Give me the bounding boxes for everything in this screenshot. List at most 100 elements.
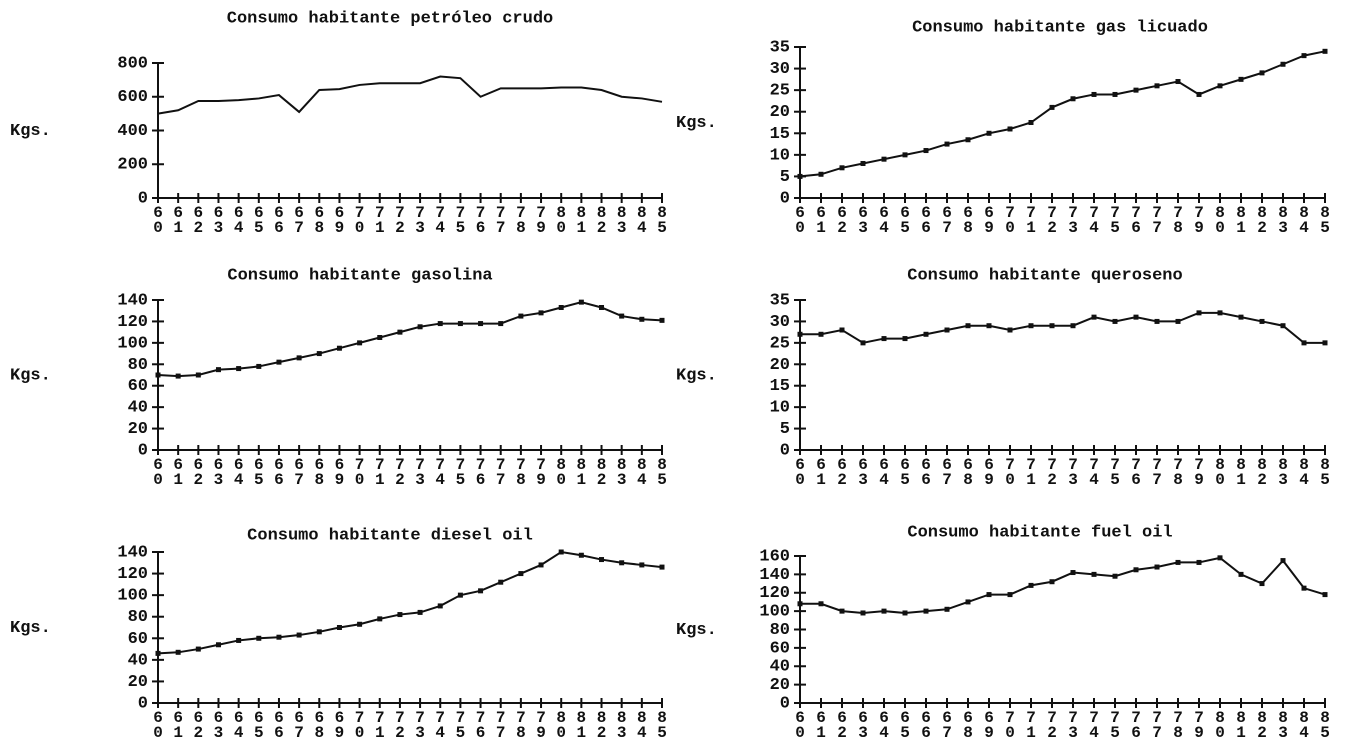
data-point bbox=[1049, 579, 1055, 585]
data-point bbox=[619, 313, 625, 319]
data-point bbox=[1070, 570, 1076, 576]
data-line bbox=[800, 311, 1325, 344]
x-tick-label: 63 bbox=[854, 204, 872, 234]
x-tick-label: 85 bbox=[653, 204, 671, 234]
data-point bbox=[478, 321, 484, 327]
y-tick-label: 20 bbox=[770, 356, 790, 375]
x-tick-label: 81 bbox=[1232, 456, 1250, 486]
x-tick-label: 80 bbox=[552, 204, 570, 234]
x-tick-label: 80 bbox=[552, 709, 570, 739]
data-point bbox=[839, 165, 845, 171]
data-point bbox=[1322, 340, 1328, 346]
x-tick-label: 70 bbox=[1001, 456, 1019, 486]
data-point bbox=[818, 171, 824, 177]
y-tick-label: 5 bbox=[780, 420, 790, 439]
data-point bbox=[1280, 558, 1286, 564]
x-tick-label: 75 bbox=[1106, 709, 1124, 739]
x-tick-label: 76 bbox=[472, 204, 490, 234]
x-tick-label: 82 bbox=[1253, 709, 1271, 739]
data-point bbox=[797, 331, 803, 337]
x-tick-label: 66 bbox=[917, 456, 935, 486]
data-point bbox=[195, 646, 201, 652]
data-point bbox=[236, 637, 242, 643]
y-tick-label: 35 bbox=[770, 38, 790, 57]
y-axis-label: Kgs. bbox=[10, 122, 51, 141]
data-point bbox=[1028, 120, 1034, 125]
y-axis-label: Kgs. bbox=[10, 366, 51, 385]
data-point bbox=[558, 305, 564, 310]
x-tick-label: 68 bbox=[959, 456, 977, 486]
data-point bbox=[1028, 323, 1034, 329]
data-point bbox=[155, 372, 161, 378]
chart-title: Consumo habitante gas licuado bbox=[912, 18, 1208, 37]
x-tick-label: 75 bbox=[451, 709, 469, 739]
x-tick-label: 61 bbox=[169, 709, 187, 739]
data-point bbox=[1007, 327, 1013, 333]
data-point bbox=[818, 331, 824, 337]
x-tick-label: 85 bbox=[1316, 709, 1334, 739]
data-point bbox=[498, 321, 504, 327]
data-point bbox=[944, 141, 950, 147]
data-point bbox=[1238, 314, 1244, 320]
data-point bbox=[215, 642, 221, 648]
data-point bbox=[1133, 567, 1139, 573]
x-tick-label: 73 bbox=[1064, 709, 1082, 739]
y-tick-label: 35 bbox=[770, 291, 790, 310]
y-tick-label: 140 bbox=[117, 543, 148, 562]
x-tick-label: 72 bbox=[1043, 709, 1061, 739]
data-point bbox=[276, 634, 282, 640]
y-tick-label: 40 bbox=[128, 651, 148, 670]
x-tick-label: 71 bbox=[1022, 709, 1040, 739]
y-tick-label: 80 bbox=[128, 356, 148, 375]
data-point bbox=[639, 562, 645, 568]
data-point bbox=[965, 323, 971, 329]
y-axis-label: Kgs. bbox=[676, 114, 717, 133]
x-tick-label: 72 bbox=[1043, 456, 1061, 486]
data-point bbox=[1154, 564, 1160, 570]
x-tick-label: 62 bbox=[189, 709, 207, 739]
x-tick-label: 72 bbox=[1043, 204, 1061, 234]
data-point bbox=[1259, 581, 1265, 587]
x-tick-label: 75 bbox=[1106, 204, 1124, 234]
data-point bbox=[1028, 582, 1034, 588]
x-tick-label: 83 bbox=[1274, 456, 1292, 486]
y-tick-label: 120 bbox=[117, 313, 148, 332]
x-tick-label: 72 bbox=[391, 456, 409, 486]
data-point bbox=[397, 612, 403, 618]
x-tick-label: 72 bbox=[391, 204, 409, 234]
y-tick-label: 20 bbox=[128, 673, 148, 692]
data-point bbox=[923, 331, 929, 337]
x-tick-label: 76 bbox=[472, 709, 490, 739]
data-point bbox=[1133, 87, 1139, 93]
x-tick-label: 64 bbox=[230, 204, 248, 234]
x-tick-label: 65 bbox=[896, 456, 914, 486]
x-tick-label: 70 bbox=[351, 456, 369, 486]
data-point bbox=[1301, 340, 1307, 346]
x-tick-label: 82 bbox=[593, 204, 611, 234]
data-point bbox=[1196, 559, 1202, 565]
x-tick-label: 68 bbox=[959, 709, 977, 739]
x-tick-label: 60 bbox=[149, 709, 167, 739]
data-point bbox=[986, 592, 992, 598]
data-point bbox=[357, 340, 363, 346]
data-point bbox=[1217, 83, 1223, 89]
y-tick-label: 15 bbox=[770, 125, 790, 144]
x-tick-label: 67 bbox=[290, 456, 308, 486]
y-tick-label: 120 bbox=[759, 584, 790, 603]
x-tick-label: 76 bbox=[472, 456, 490, 486]
x-tick-label: 80 bbox=[552, 456, 570, 486]
x-tick-label: 62 bbox=[189, 456, 207, 486]
x-tick-label: 78 bbox=[512, 204, 530, 234]
y-tick-label: 40 bbox=[770, 658, 790, 677]
x-tick-label: 62 bbox=[189, 204, 207, 234]
data-point bbox=[659, 317, 665, 323]
x-tick-label: 70 bbox=[351, 204, 369, 234]
data-point bbox=[986, 130, 992, 136]
data-point bbox=[1259, 70, 1265, 76]
x-tick-label: 71 bbox=[371, 456, 389, 486]
data-point bbox=[175, 373, 181, 379]
x-tick-label: 61 bbox=[812, 204, 830, 234]
data-point bbox=[437, 321, 443, 327]
data-point bbox=[619, 560, 625, 566]
y-tick-label: 100 bbox=[117, 334, 148, 353]
